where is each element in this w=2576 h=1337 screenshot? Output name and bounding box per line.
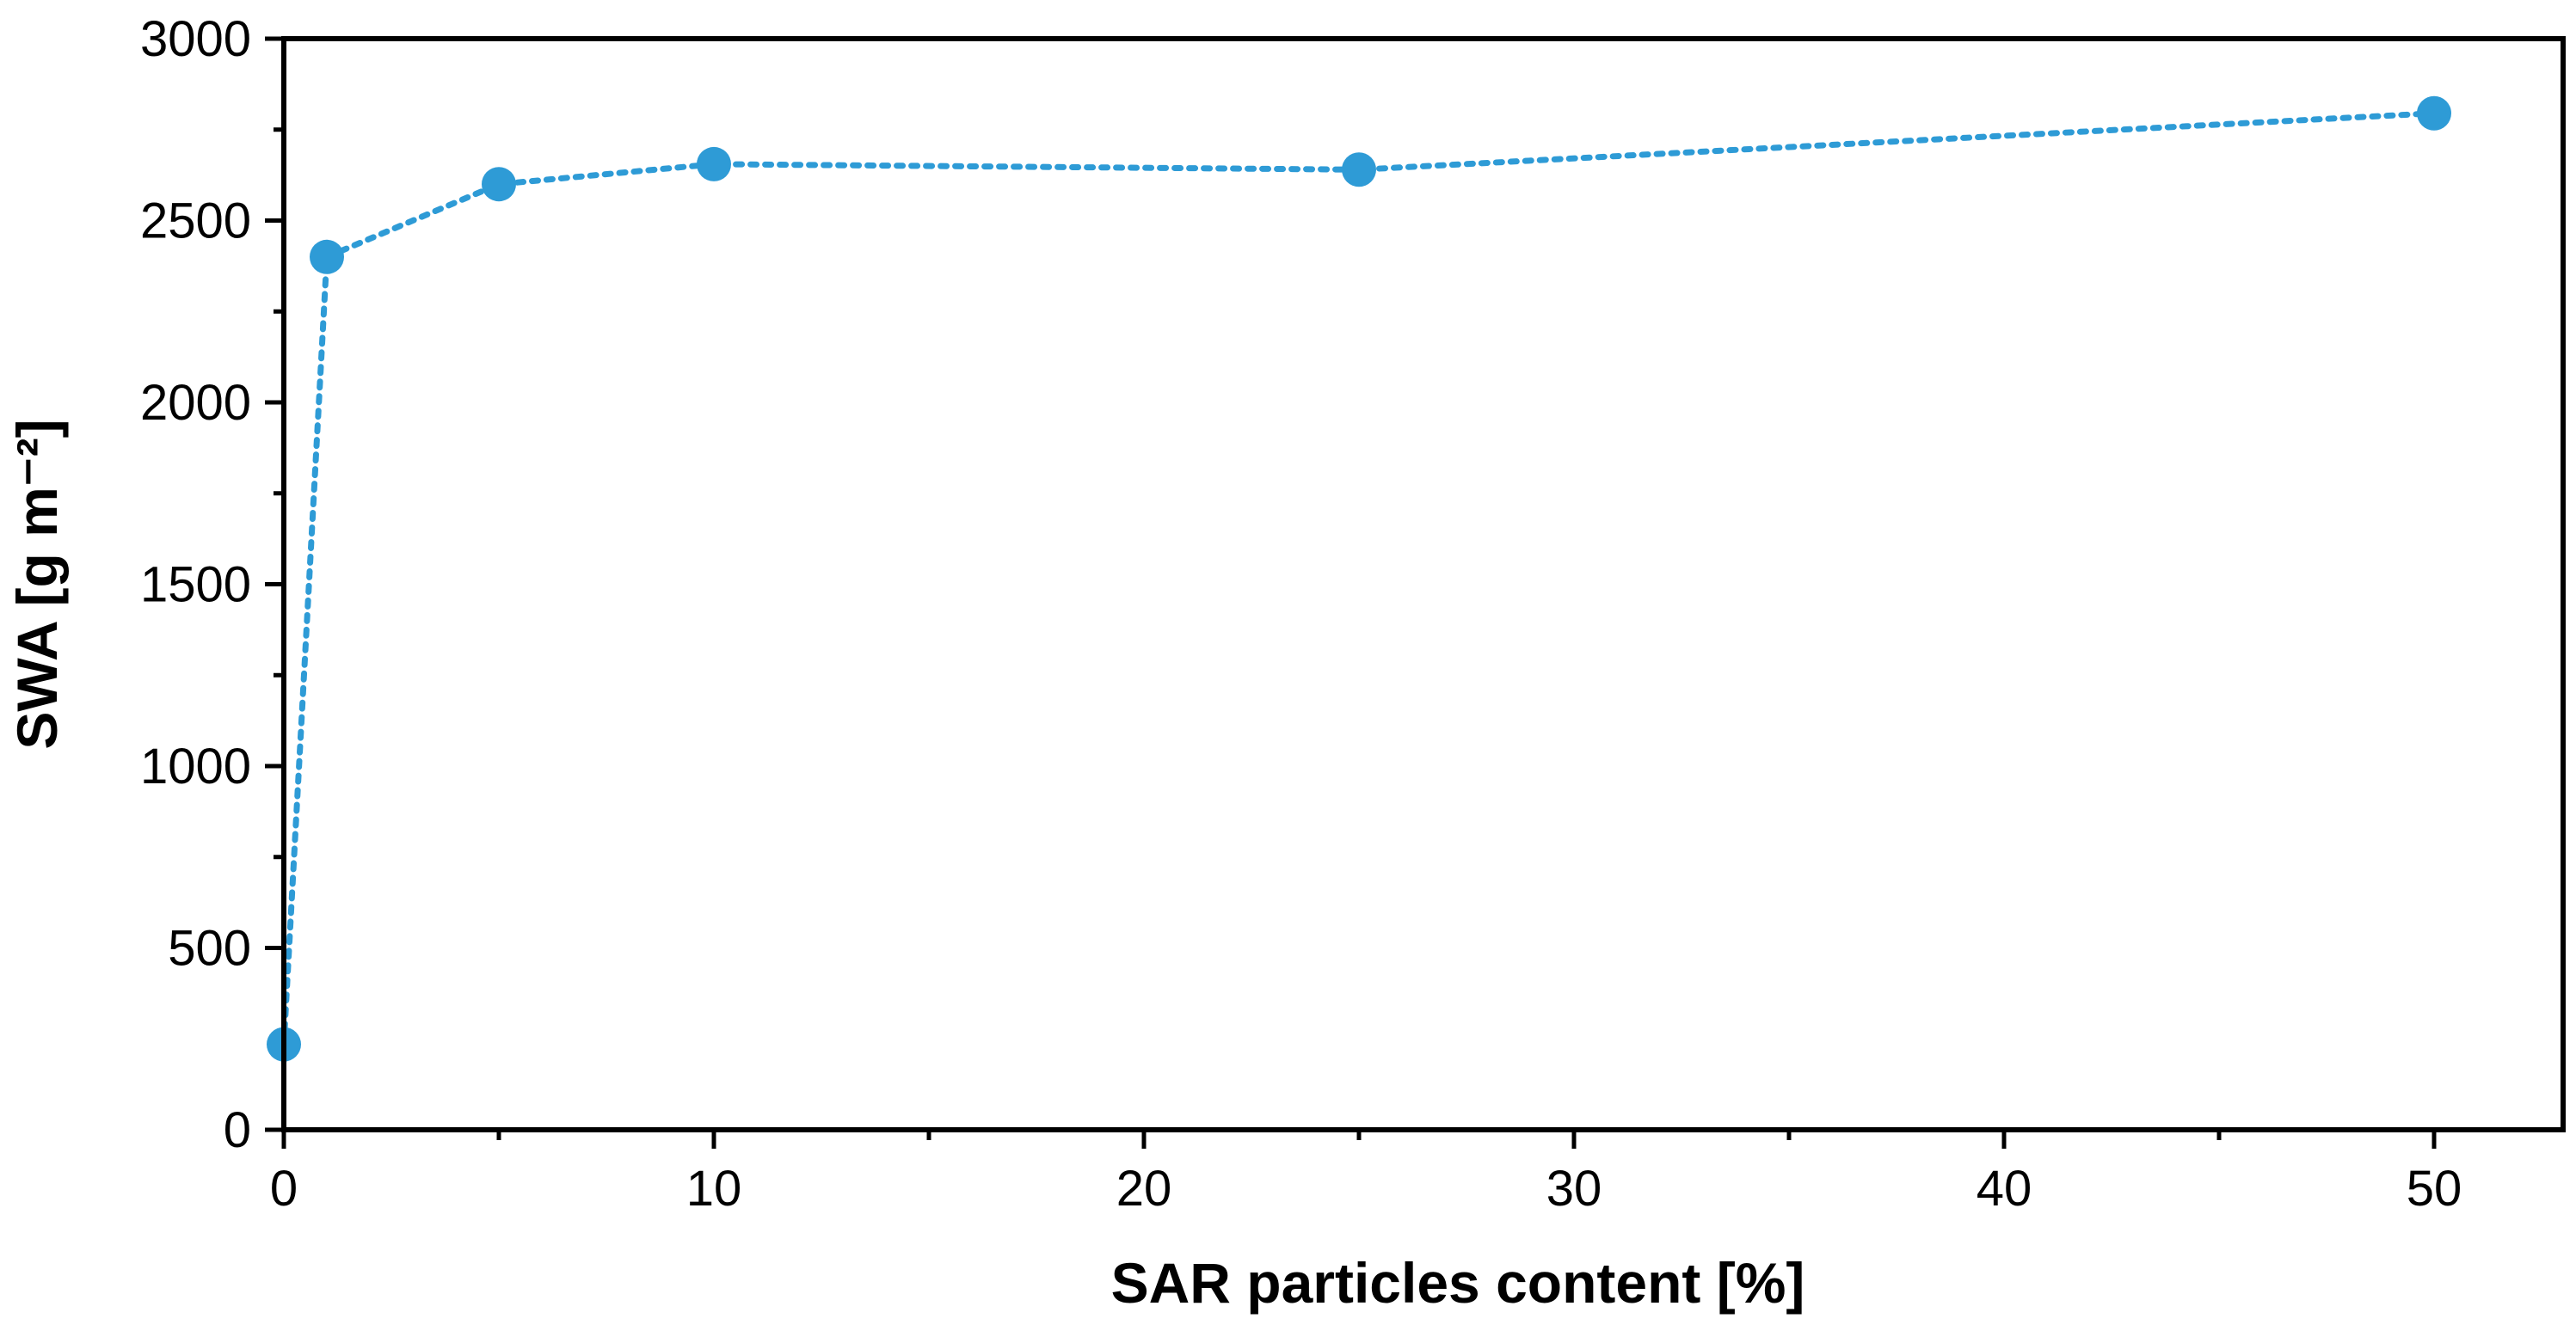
series-line <box>280 110 2438 1048</box>
data-point <box>1342 152 1376 187</box>
x-tick-label: 0 <box>270 1161 298 1217</box>
x-tick-label: 10 <box>686 1161 742 1217</box>
x-tick-label: 40 <box>1977 1161 2032 1217</box>
data-point <box>697 146 731 181</box>
data-point <box>482 167 516 202</box>
plot-frame <box>281 36 2566 1132</box>
data-point <box>310 239 344 274</box>
x-tick-label: 50 <box>2407 1161 2462 1217</box>
data-point <box>2417 95 2451 131</box>
ticks-layer <box>265 36 2437 1149</box>
y-tick-label: 1500 <box>140 557 251 613</box>
y-tick-label: 0 <box>224 1102 251 1158</box>
series-layer <box>267 95 2451 1062</box>
x-tick-label: 30 <box>1546 1161 1602 1217</box>
y-axis-title: SWA [g m⁻²] <box>5 419 69 749</box>
y-tick-label: 2500 <box>140 193 251 249</box>
x-tick-label: 20 <box>1116 1161 1172 1217</box>
y-tick-label: 3000 <box>140 11 251 67</box>
y-tick-label: 500 <box>168 921 251 977</box>
x-axis-title: SAR particles content [%] <box>1111 1251 1805 1315</box>
y-tick-label: 2000 <box>140 375 251 431</box>
y-tick-label: 1000 <box>140 739 251 794</box>
